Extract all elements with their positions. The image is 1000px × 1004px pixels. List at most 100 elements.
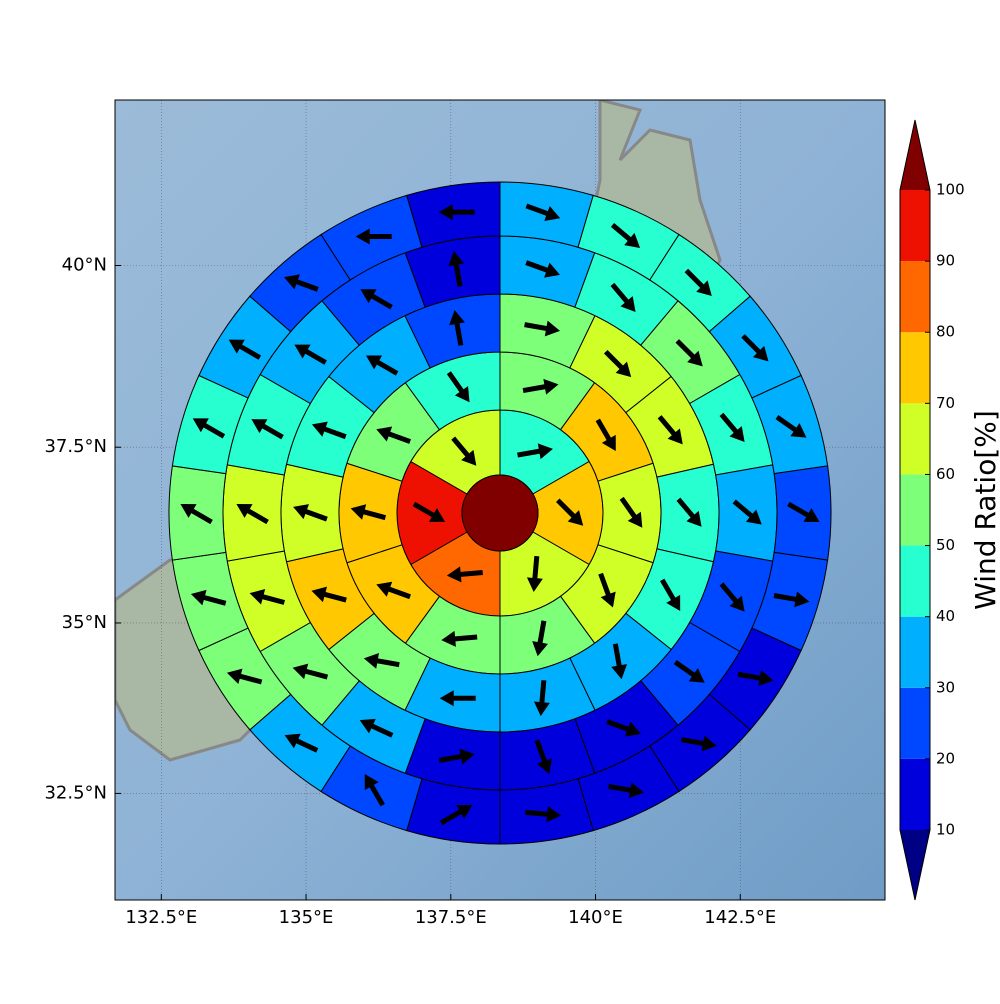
wind-arrow <box>595 418 616 452</box>
y-tick-label: 37.5°N <box>44 436 107 457</box>
wind-arrow <box>292 663 329 680</box>
colorbar-bin <box>900 616 930 688</box>
wind-arrow <box>673 660 705 683</box>
y-tick-label: 32.5°N <box>44 782 107 803</box>
wind-arrow <box>350 504 387 521</box>
colorbar-tick-label: 60 <box>936 465 955 483</box>
wind-arrow <box>741 334 769 362</box>
colorbar-tick-label: 50 <box>936 536 955 554</box>
colorbar-bin <box>900 687 930 759</box>
colorbar-bin <box>900 474 930 546</box>
wind-arrow <box>737 670 774 686</box>
wind-arrow <box>311 421 347 440</box>
colorbar-bin <box>900 758 930 830</box>
colorbar-tick-label: 10 <box>936 821 955 839</box>
wind-arrow <box>603 349 632 378</box>
colorbar-bin <box>900 403 930 475</box>
wind-arrow <box>284 733 319 753</box>
center-cell <box>461 474 539 552</box>
wind-arrow <box>359 718 394 738</box>
wind-arrow <box>284 274 319 292</box>
x-tick-label: 135°E <box>279 907 334 928</box>
wind-arrow <box>363 652 400 669</box>
wind-arrow <box>192 418 226 439</box>
colorbar-tick-label: 70 <box>936 394 955 412</box>
colorbar-tick-label: 100 <box>936 181 965 199</box>
wind-arrow <box>226 668 263 685</box>
wind-arrow <box>376 581 411 600</box>
wind-arrow <box>610 222 641 249</box>
wind-arrow <box>441 630 478 647</box>
wind-arrow <box>534 739 552 775</box>
colorbar-tick-label: 20 <box>936 749 955 767</box>
wind-arrow <box>532 620 548 657</box>
colorbar-label: Wind Ratio[%] <box>969 410 1000 610</box>
wind-arrow <box>657 415 683 445</box>
colorbar-tick-label: 30 <box>936 678 955 696</box>
wind-arrow <box>355 228 392 245</box>
wind-arrow <box>376 426 411 444</box>
wind-arrow <box>676 497 702 527</box>
wind-arrow <box>251 419 284 440</box>
colorbar-bin <box>900 261 930 333</box>
wind-arrow <box>598 572 616 608</box>
wind-arrow <box>732 499 762 525</box>
axes-frame <box>114 99 886 901</box>
wind-arrow <box>451 436 477 466</box>
wind-arrow <box>675 339 703 367</box>
colorbar-tick-label: 90 <box>936 252 955 270</box>
colorbar-bin <box>900 545 930 617</box>
wind-arrow <box>365 355 399 376</box>
wind-arrow <box>660 578 681 612</box>
wind-arrow <box>525 806 562 823</box>
wind-arrow <box>606 719 641 737</box>
y-tick-label: 35°N <box>62 612 107 633</box>
colorbar-bin <box>900 332 930 404</box>
wind-arrow <box>293 504 328 522</box>
wind-arrow <box>446 371 470 403</box>
wind-arrow <box>525 203 561 221</box>
colorbar-tick-label: 40 <box>936 607 955 625</box>
wind-arrow <box>236 504 269 525</box>
colorbar-over <box>900 120 930 190</box>
wind-arrow <box>719 412 745 442</box>
wind-arrow <box>446 566 483 583</box>
wind-arrow <box>610 282 636 313</box>
x-tick-label: 140°E <box>568 907 623 928</box>
colorbar-tick-label: 80 <box>936 323 955 341</box>
wind-arrow <box>439 804 473 826</box>
wind-arrow <box>311 586 347 603</box>
wind-arrow <box>294 344 327 365</box>
wind-arrow <box>524 320 561 337</box>
wind-arrow <box>438 748 475 765</box>
wind-arrow <box>228 339 262 360</box>
wind-arrow <box>719 582 745 612</box>
wind-arrow <box>190 589 227 606</box>
colorbar-bin <box>900 190 930 262</box>
wind-arrow <box>787 501 820 522</box>
wind-arrow <box>180 504 213 525</box>
sector <box>406 181 501 248</box>
colorbar-under <box>900 830 930 900</box>
wind-arrow <box>773 591 810 608</box>
y-tick-label: 40°N <box>62 254 107 275</box>
wind-arrow <box>526 555 543 592</box>
x-tick-label: 132.5°E <box>125 907 197 928</box>
wind-arrow <box>619 496 643 528</box>
wind-arrow <box>449 310 465 346</box>
x-tick-label: 137.5°E <box>415 907 487 928</box>
x-tick-label: 142.5°E <box>704 907 776 928</box>
wind-arrow <box>611 643 628 680</box>
wind-arrow <box>608 782 645 799</box>
wind-arrow <box>522 378 559 395</box>
wind-arrow <box>533 680 550 717</box>
wind-arrow <box>438 204 475 221</box>
wind-arrow <box>439 690 476 707</box>
wind-arrow <box>775 414 807 438</box>
wind-arrow <box>412 501 446 522</box>
wind-arrow <box>249 589 285 605</box>
wind-arrow <box>684 268 712 296</box>
wind-arrow <box>525 260 560 278</box>
wind-arrow <box>680 735 717 752</box>
